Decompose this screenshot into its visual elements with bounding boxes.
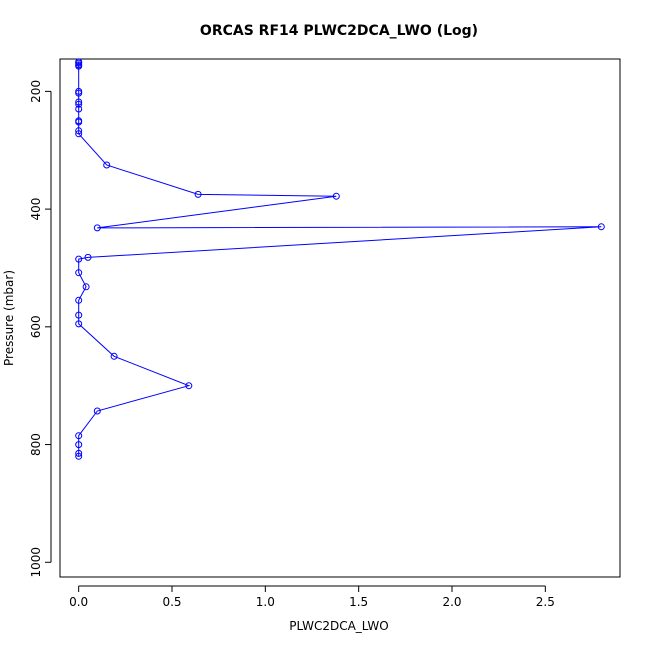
data-point [332, 192, 340, 200]
data-point [82, 283, 90, 291]
data-point [103, 161, 111, 169]
chart-title: ORCAS RF14 PLWC2DCA_LWO (Log) [200, 23, 478, 39]
x-axis-title: PLWC2DCA_LWO [289, 619, 388, 633]
data-point [75, 62, 83, 70]
x-tick-label: 1.5 [349, 595, 368, 609]
data-point [194, 190, 202, 198]
y-axis-title: Pressure (mbar) [2, 270, 16, 366]
data-point [75, 118, 83, 126]
data-point [75, 296, 83, 304]
data-point [75, 130, 83, 138]
x-axis: 0.0 0.5 1.0 1.5 2.0 2.5 [69, 585, 555, 609]
data-point [110, 352, 118, 360]
plot-area [75, 58, 605, 460]
data-point [185, 382, 193, 390]
data-point [75, 100, 83, 108]
data-point [597, 223, 605, 231]
y-tick-label: 600 [29, 315, 43, 338]
series-line [78, 61, 602, 457]
y-axis: 200 400 600 800 1000 [29, 80, 52, 578]
y-tick-label: 200 [29, 80, 43, 103]
data-point [75, 105, 83, 113]
data-point [93, 224, 101, 232]
x-tick-label: 0.5 [162, 595, 181, 609]
data-point [75, 432, 83, 440]
x-tick-label: 0.0 [69, 595, 88, 609]
data-point [75, 255, 83, 263]
plot-frame [59, 58, 621, 578]
data-point [75, 89, 83, 97]
y-tick-label: 400 [29, 198, 43, 221]
data-point [75, 127, 83, 135]
data-point [75, 269, 83, 277]
data-point [75, 449, 83, 457]
x-tick-label: 2.5 [536, 595, 555, 609]
data-point [75, 441, 83, 449]
data-point [84, 253, 92, 261]
x-tick-label: 1.0 [256, 595, 275, 609]
data-point [75, 320, 83, 328]
data-point [75, 452, 83, 460]
data-point [75, 98, 83, 106]
x-tick-label: 2.0 [442, 595, 461, 609]
y-tick-label: 1000 [29, 547, 43, 578]
data-point [75, 311, 83, 319]
data-point [93, 407, 101, 415]
y-tick-label: 800 [29, 433, 43, 456]
